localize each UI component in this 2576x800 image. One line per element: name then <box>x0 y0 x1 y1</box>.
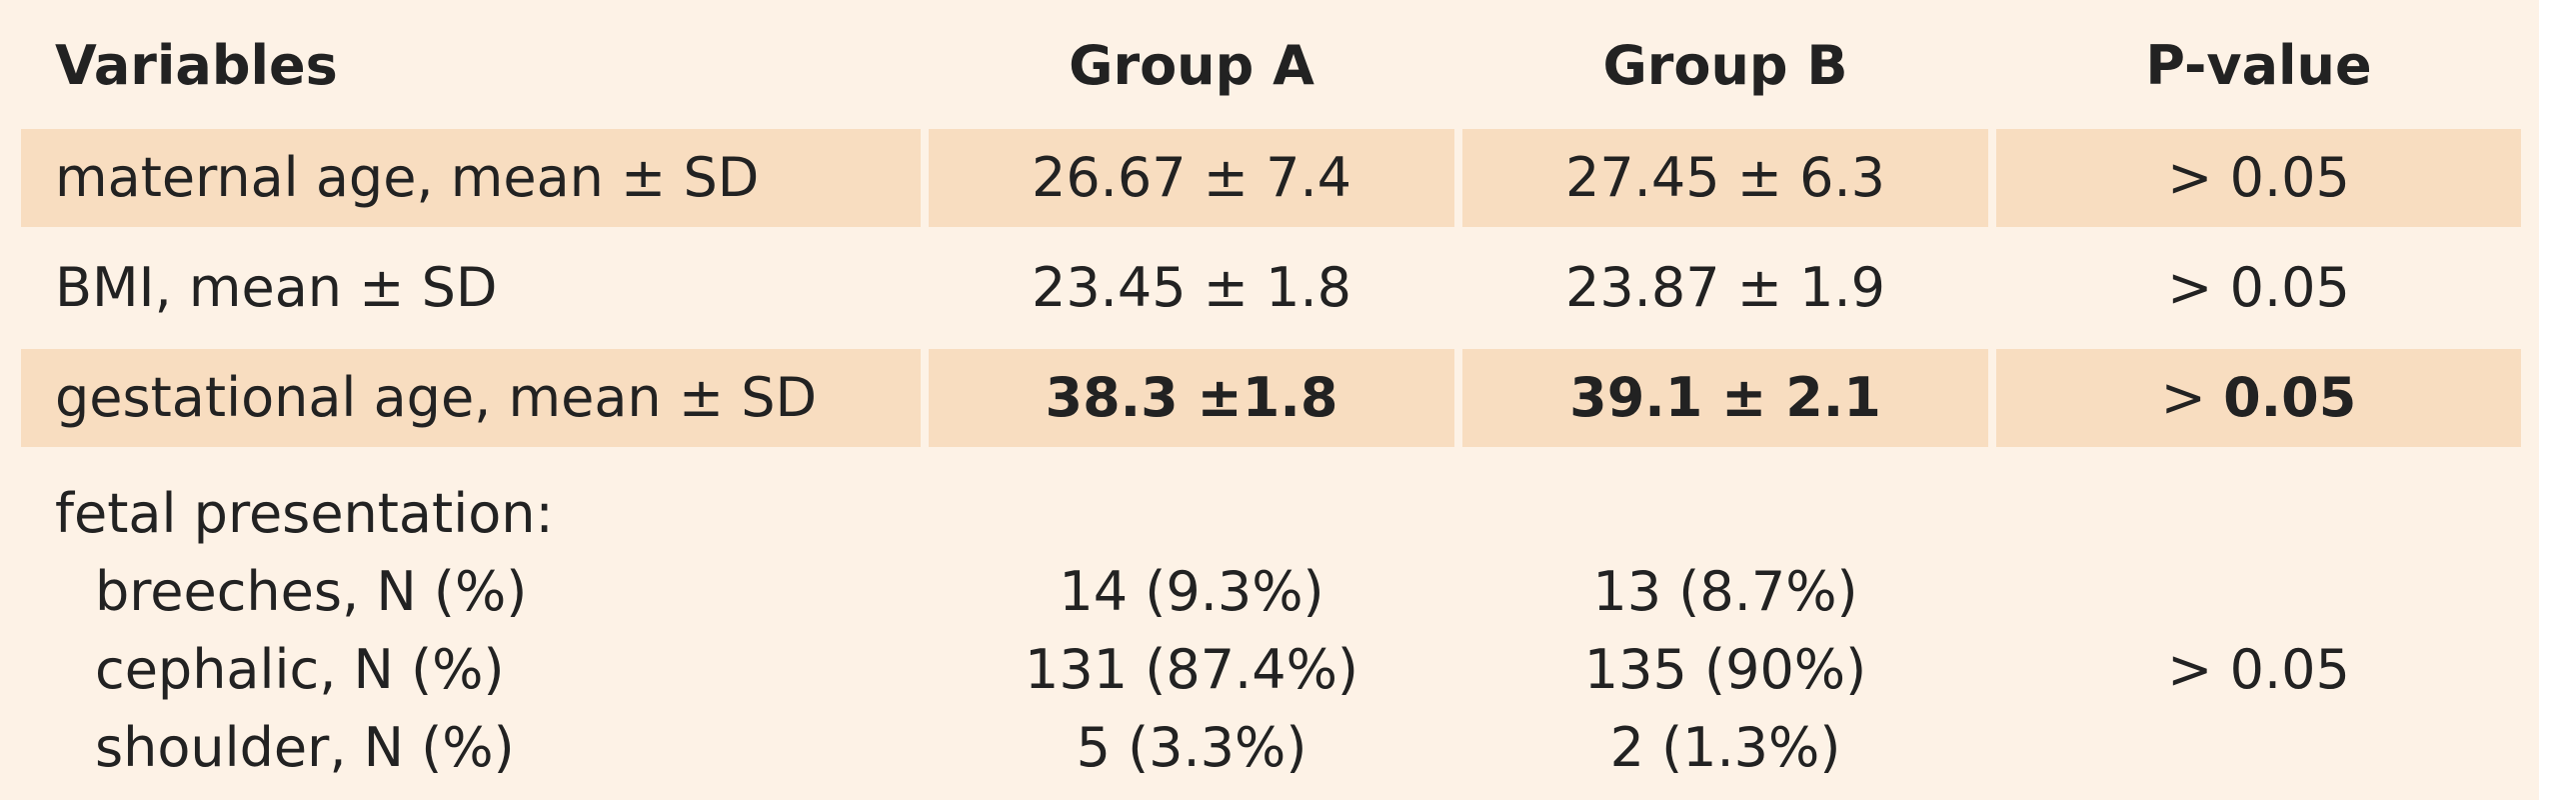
fetal-presentation-title: fetal presentation: <box>55 482 554 545</box>
fetal-item-shoulder-group-b: 2 (1.3%) <box>1609 716 1841 779</box>
row-gestational-age-group-a: 38.3 ±1.8 <box>929 349 1454 447</box>
p-value-prefix: > <box>2160 366 2224 429</box>
row-maternal-age-p-value: > 0.05 <box>1996 129 2521 227</box>
row-fetal-presentation-group-a: 14 (9.3%) 131 (87.4%) 5 (3.3%) <box>929 459 1454 789</box>
fetal-item-breeches-group-a: 14 (9.3%) <box>1059 560 1324 623</box>
row-gestational-age-p-value: > 0.05 <box>1996 349 2521 447</box>
row-gestational-age-label: gestational age, mean ± SD <box>21 349 921 447</box>
row-bmi-p-value: > 0.05 <box>2167 256 2350 319</box>
header-p-value: P-value <box>2145 34 2372 97</box>
row-maternal-age-group-a: 26.67 ± 7.4 <box>929 129 1454 227</box>
row-bmi-group-b: 23.87 ± 1.9 <box>1564 256 1886 319</box>
fetal-item-breeches-group-b: 13 (8.7%) <box>1592 560 1858 623</box>
row-fetal-presentation-labels: fetal presentation: breeches, N (%) ceph… <box>21 459 921 789</box>
row-fetal-presentation-p-value-cell: > 0.05 <box>1996 459 2521 789</box>
fetal-item-breeches-label: breeches, N (%) <box>95 560 528 623</box>
row-maternal-age-group-b: 27.45 ± 6.3 <box>1462 129 1988 227</box>
fetal-item-cephalic-group-a: 131 (87.4%) <box>1025 638 1358 701</box>
fetal-item-cephalic-group-b: 135 (90%) <box>1583 638 1867 701</box>
fetal-item-shoulder-label: shoulder, N (%) <box>95 716 515 779</box>
p-value-number: 0.05 <box>2223 366 2357 429</box>
fetal-item-cephalic-label: cephalic, N (%) <box>95 638 505 701</box>
header-group-b: Group B <box>1602 34 1848 97</box>
fetal-item-shoulder-group-a: 5 (3.3%) <box>1076 716 1307 779</box>
row-bmi-group-a: 23.45 ± 1.8 <box>1031 256 1352 319</box>
row-maternal-age-label: maternal age, mean ± SD <box>21 129 921 227</box>
row-gestational-age-group-b: 39.1 ± 2.1 <box>1462 349 1988 447</box>
header-group-a: Group A <box>1069 34 1314 97</box>
row-bmi-label: BMI, mean ± SD <box>55 256 498 319</box>
row-fetal-presentation-p-value: > 0.05 <box>2167 638 2350 701</box>
header-variables: Variables <box>55 34 338 97</box>
row-fetal-presentation-group-b: 13 (8.7%) 135 (90%) 2 (1.3%) <box>1462 459 1988 789</box>
